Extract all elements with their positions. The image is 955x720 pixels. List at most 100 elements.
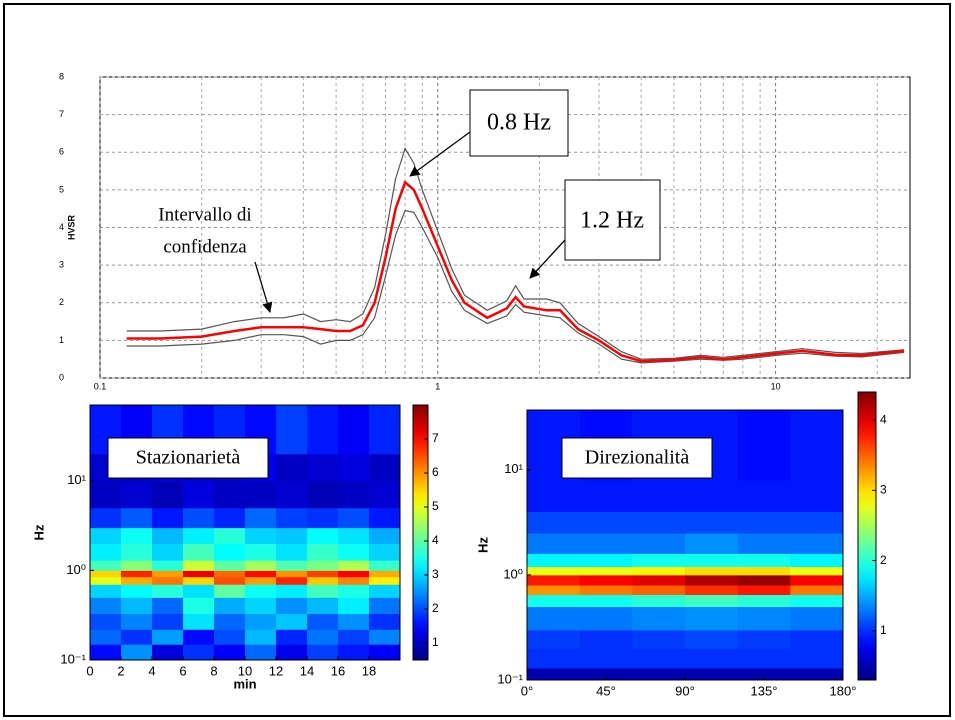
- heatmap-cell: [369, 480, 401, 509]
- heatmap-cell: [214, 613, 246, 630]
- heatmap-cell: [276, 613, 308, 630]
- heatmap-cell: [579, 479, 633, 513]
- heatmap-cell: [152, 507, 184, 529]
- x-tick-label: 2: [117, 663, 124, 678]
- heatmap-cell: [737, 566, 791, 576]
- heatmap-cell: [527, 594, 581, 608]
- heatmap-cell: [338, 543, 370, 561]
- heatmap-cell: [307, 570, 339, 578]
- heatmap-cell: [245, 576, 277, 585]
- heatmap-cell: [790, 553, 844, 568]
- colorbar-tick-label: 2: [880, 553, 887, 567]
- heatmap-cell: [685, 629, 739, 649]
- heatmap-cell: [338, 480, 370, 509]
- y-tick-label: 6: [59, 147, 64, 157]
- colorbar: [857, 391, 877, 681]
- x-tick-label: 4: [148, 663, 155, 678]
- y-tick-label: 0: [59, 372, 64, 382]
- heatmap-cell: [369, 644, 401, 661]
- heatmap-cell: [245, 570, 277, 578]
- heatmap-cell: [183, 560, 215, 571]
- y-tick-label: 8: [59, 71, 64, 81]
- heatmap-cell: [737, 648, 791, 669]
- heatmap-cell: [152, 597, 184, 615]
- heatmap-cell: [685, 511, 739, 534]
- colorbar-tick-label: 5: [432, 499, 439, 513]
- annotation: 0.8 Hz: [487, 110, 551, 136]
- colorbar-tick-label: 6: [432, 465, 439, 479]
- heatmap-cell: [737, 533, 791, 554]
- heatmap-cell: [276, 480, 308, 509]
- heatmap-cell: [152, 644, 184, 661]
- heatmap-cell: [152, 480, 184, 509]
- heatmap-cell: [737, 585, 791, 596]
- heatmap-cell: [579, 648, 633, 669]
- heatmap-cell: [737, 668, 791, 681]
- heatmap-cell: [307, 584, 339, 598]
- heatmap-cell: [245, 480, 277, 509]
- heatmap-cell: [790, 533, 844, 554]
- heatmap-cell: [790, 594, 844, 608]
- heatmap-cell: [790, 410, 844, 481]
- heatmap-cell: [276, 576, 308, 585]
- series-line: [126, 209, 905, 364]
- heatmap-cell: [121, 629, 153, 645]
- annotation-box: [561, 437, 713, 479]
- colorbar-tick-label: 7: [432, 431, 439, 445]
- heatmap-cell: [276, 560, 308, 571]
- x-tick-label: 8: [210, 663, 217, 678]
- heatmap-cell: [527, 511, 581, 534]
- heatmap-cell: [307, 453, 339, 482]
- y-tick-label: 1: [59, 335, 64, 345]
- heatmap-cell: [369, 507, 401, 529]
- colorbar-tick-label: 3: [432, 567, 439, 581]
- heatmap-cell: [307, 560, 339, 571]
- heatmap-cell: [527, 668, 581, 681]
- heatmap-cell: [632, 533, 686, 554]
- heatmap-cell: [579, 606, 633, 631]
- heatmap-cell: [183, 613, 215, 630]
- heatmap-cell: [276, 584, 308, 598]
- colorbar-tick-label: 1: [880, 623, 887, 637]
- heatmap-cell: [183, 543, 215, 561]
- heatmap-cell: [369, 584, 401, 598]
- x-tick-label: 14: [300, 663, 314, 678]
- heatmap-cell: [307, 644, 339, 661]
- heatmap-cell: [790, 566, 844, 576]
- y-tick-label: 5: [59, 184, 64, 194]
- heatmap-cell: [369, 597, 401, 615]
- x-tick-label: 16: [331, 663, 345, 678]
- heatmap-cell: [369, 453, 401, 482]
- heatmap-cell: [632, 479, 686, 513]
- heatmap-cell: [369, 405, 401, 455]
- heatmap-cell: [276, 527, 308, 544]
- heatmap-cell: [121, 480, 153, 509]
- heatmap-cell: [90, 597, 122, 615]
- heatmap-cell: [214, 480, 246, 509]
- heatmap-cell: [338, 570, 370, 578]
- heatmap-cell: [276, 543, 308, 561]
- heatmap-cell: [307, 597, 339, 615]
- heatmap-cell: [338, 576, 370, 585]
- heatmap-cell: [276, 405, 308, 455]
- heatmap-cell: [245, 597, 277, 615]
- heatmap-cell: [527, 585, 581, 596]
- heatmap-cell: [338, 597, 370, 615]
- heatmap-cell: [245, 644, 277, 661]
- heatmap-cell: [121, 507, 153, 529]
- heatmap-cell: [632, 629, 686, 649]
- heatmap-cell: [183, 507, 215, 529]
- heatmap-cell: [685, 606, 739, 631]
- colorbar-tick-label: 2: [432, 601, 439, 615]
- heatmap-cell: [307, 405, 339, 455]
- heatmap-cell: [338, 453, 370, 482]
- x-tick-label: 0.1: [94, 381, 107, 391]
- heatmap-cell: [632, 668, 686, 681]
- heatmap-cell: [90, 576, 122, 585]
- heatmap-cell: [152, 527, 184, 544]
- series-line: [126, 180, 905, 363]
- heatmap-cell: [307, 507, 339, 529]
- heatmap-cell: [632, 574, 686, 586]
- heatmap-cell: [276, 507, 308, 529]
